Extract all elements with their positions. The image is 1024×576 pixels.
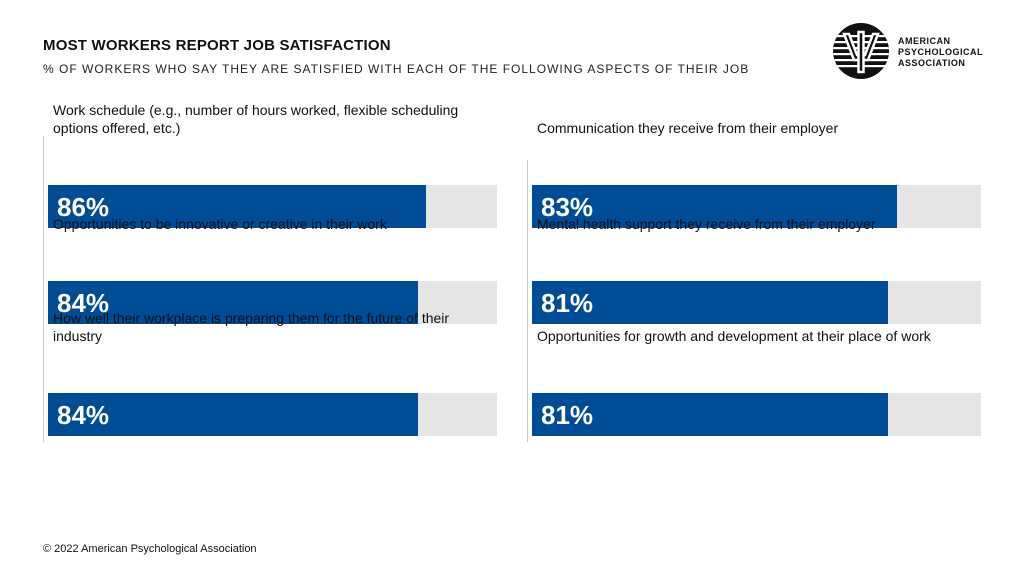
bar-label: Opportunities to be innovative or creati… <box>53 216 387 232</box>
bar-value-label: 84% <box>57 288 110 318</box>
bar <box>532 393 888 436</box>
bar <box>532 281 888 324</box>
right-column-rule <box>527 160 528 442</box>
copyright-footer: © 2022 American Psychological Associatio… <box>43 543 257 555</box>
bar-track: 81% <box>532 393 981 436</box>
bar-label: Communication they receive from their em… <box>537 120 839 136</box>
bar-label: Mental health support they receive from … <box>537 216 876 232</box>
bar-label: Work schedule (e.g., number of hours wor… <box>53 102 459 136</box>
bar-value-label: 81% <box>541 288 594 318</box>
logo-text: AMERICAN PSYCHOLOGICAL ASSOCIATION <box>898 36 983 69</box>
bar-value-label: 81% <box>541 400 594 430</box>
logo-line-3: ASSOCIATION <box>898 58 966 68</box>
bar-value-label: 84% <box>57 400 110 430</box>
bar <box>48 185 426 228</box>
bar-track: 84% <box>48 393 497 436</box>
logo-line-1: AMERICAN <box>898 36 951 46</box>
apa-logo: AMERICAN PSYCHOLOGICAL ASSOCIATION <box>832 22 992 82</box>
bar-track: 81% <box>532 281 981 324</box>
page-subtitle: % OF WORKERS WHO SAY THEY ARE SATISFIED … <box>43 62 750 76</box>
bar-value-label: 86% <box>57 192 110 222</box>
bar <box>48 393 418 436</box>
bar-label: How well their workplace is preparing th… <box>53 310 450 344</box>
bar <box>532 185 897 228</box>
bar <box>48 281 418 324</box>
bar-track: 83% <box>532 185 981 228</box>
bar-track: 84% <box>48 281 497 324</box>
page-title: MOST WORKERS REPORT JOB SATISFACTION <box>43 37 391 54</box>
logo-line-2: PSYCHOLOGICAL <box>898 47 984 57</box>
psi-logo-icon <box>833 23 889 79</box>
bar-track: 86% <box>48 185 497 228</box>
left-column-rule <box>43 136 44 442</box>
bar-label: Opportunities for growth and development… <box>537 328 931 344</box>
bar-value-label: 83% <box>541 192 594 222</box>
